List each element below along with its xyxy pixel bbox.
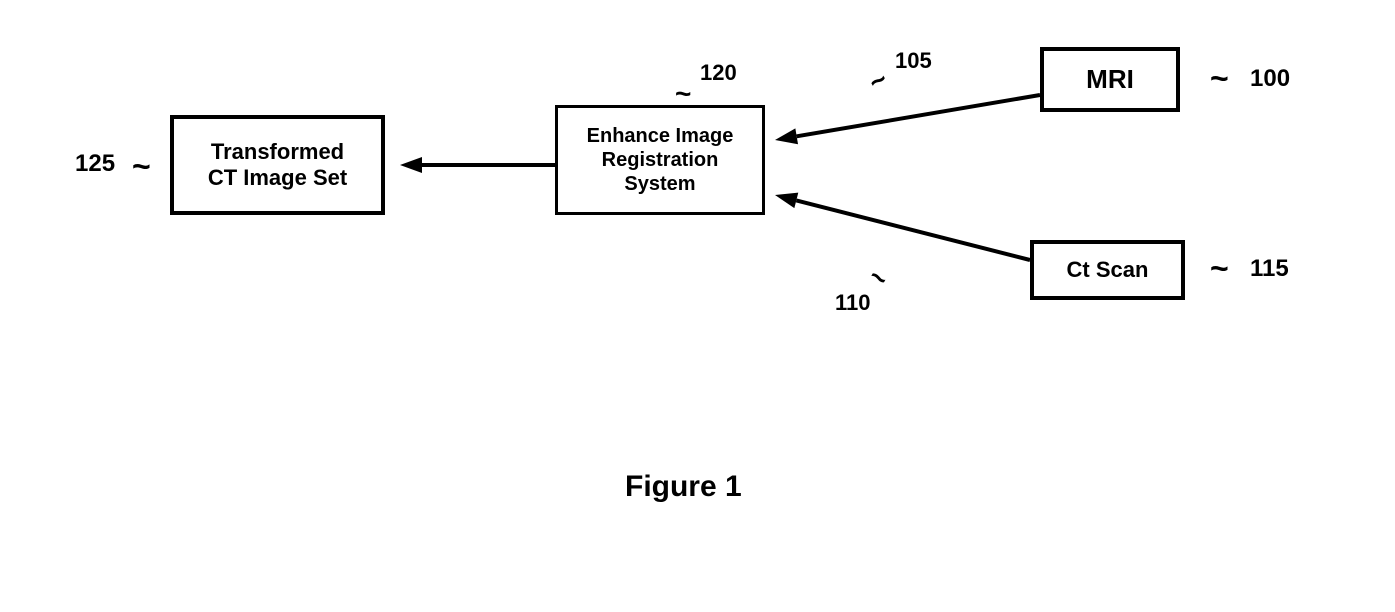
diagram-canvas: TransformedCT Image Set Enhance ImageReg… bbox=[0, 0, 1395, 612]
tilde-120: ~ bbox=[675, 78, 691, 110]
node-ct-scan: Ct Scan bbox=[1030, 240, 1185, 300]
tilde-105: ~ bbox=[863, 63, 893, 99]
edges-layer bbox=[0, 0, 1395, 612]
ref-label-110: 110 bbox=[835, 290, 871, 316]
node-transformed-ct-image-set: TransformedCT Image Set bbox=[170, 115, 385, 215]
tilde-100: ~ bbox=[1210, 60, 1229, 97]
node-mri: MRI bbox=[1040, 47, 1180, 112]
figure-caption: Figure 1 bbox=[625, 470, 742, 504]
ref-label-100: 100 bbox=[1250, 65, 1290, 93]
tilde-125: ~ bbox=[132, 148, 151, 185]
tilde-115: ~ bbox=[1210, 250, 1229, 287]
ref-label-105: 105 bbox=[895, 48, 932, 74]
ref-label-125: 125 bbox=[75, 150, 115, 178]
ref-label-120: 120 bbox=[700, 60, 737, 86]
node-enhance-image-registration-system: Enhance ImageRegistrationSystem bbox=[555, 105, 765, 215]
ref-label-115: 115 bbox=[1250, 255, 1289, 283]
